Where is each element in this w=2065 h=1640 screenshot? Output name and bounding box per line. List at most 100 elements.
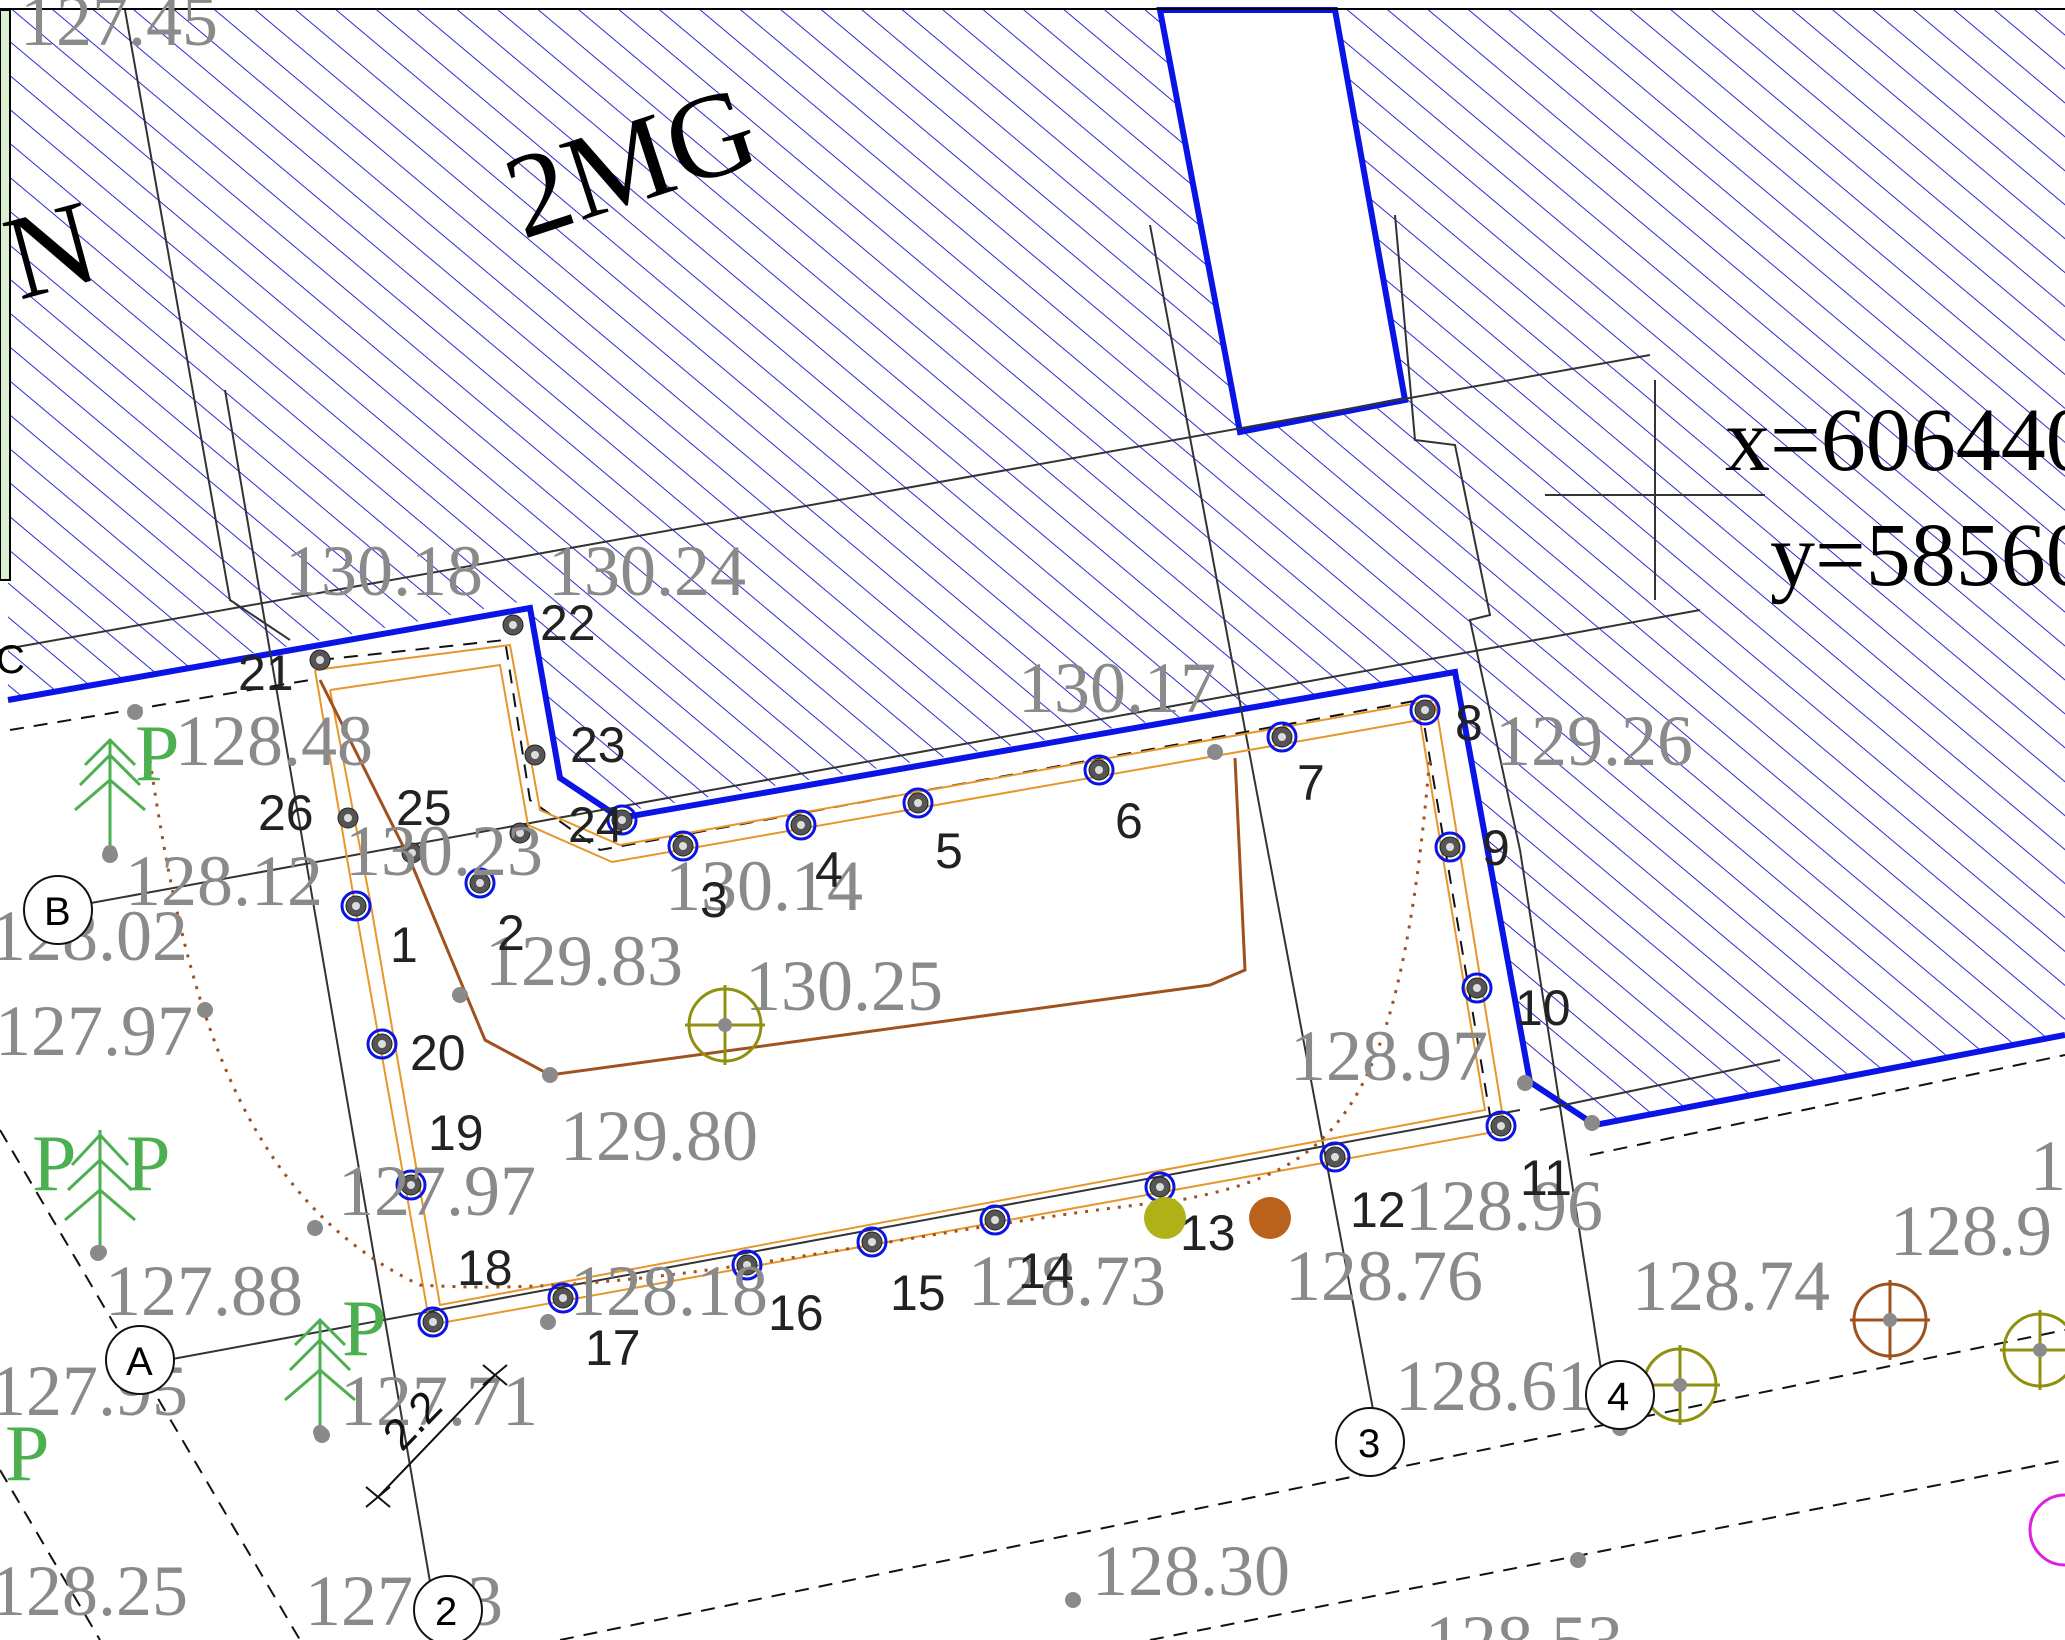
survey-point [547,1282,579,1314]
elevation-label: 129.83 [485,921,683,1001]
point-number-label: 9 [1482,820,1510,876]
point-number-label: 8 [1455,695,1483,751]
elevation-label: 128.74 [1632,1246,1830,1326]
brown-marker [1249,1197,1291,1239]
elevation-label: 128.53 [1425,1601,1623,1640]
elevation-labels: 130.18 130.24128.48130.23128.12128.02127.… [0,531,2065,1640]
elevation-label: 129.80 [560,1096,758,1176]
survey-point [856,1226,888,1258]
elevation-label: 127.97 [338,1151,536,1231]
coordinate-y: y=58560 [1770,506,2065,605]
point-number-label: 21 [238,645,294,701]
survey-point [1461,972,1493,1004]
tree-label: P [5,1410,50,1498]
survey-point [731,1249,763,1281]
survey-point [979,1204,1011,1236]
point-number-label: 2 [497,905,525,961]
survey-point [366,1028,398,1060]
axis-label-3: 3 [1358,1422,1380,1466]
survey-point [502,614,524,636]
survey-point [902,787,934,819]
point-number-label: 18 [457,1240,513,1296]
axis-label-2: 2 [435,1590,457,1634]
elevation-label: 128.43 [2030,1126,2065,1206]
tree-symbols [64,737,356,1439]
survey-point [395,1169,427,1201]
survey-point [337,807,359,829]
point-number-label: 6 [1115,793,1143,849]
elevation-label: 130.23 [345,811,543,891]
survey-point [606,804,638,836]
point-number-label: 20 [410,1025,466,1081]
point-number-label: 13 [1180,1205,1236,1261]
elevation-label: 127.97 [0,991,193,1071]
point-number-label: 12 [1350,1182,1406,1238]
point-number-label: 25 [396,780,452,836]
left-legend-strip [0,9,11,581]
point-number-label: 19 [428,1105,484,1161]
elevation-label: 127.71 [340,1361,538,1441]
tree-label: P [342,1285,387,1373]
point-number-label: 22 [540,595,596,651]
survey-point [509,822,531,844]
point-number-label: 5 [935,823,963,879]
dimension-marker [365,1364,508,1508]
point-number-label: 1 [390,917,418,973]
elevation-label: 128.76 [1285,1236,1483,1316]
hatched-parcel [8,10,2065,1125]
olive-marker [1144,1197,1186,1239]
property-boundary [7,604,2065,1129]
cadastre-lines [0,9,1781,1640]
survey-point [1144,1171,1176,1203]
elevation-label: 128.18 [570,1251,768,1331]
survey-point [524,744,546,766]
axis-label-a: A [126,1340,153,1384]
point-number-label: 23 [570,717,626,773]
survey-point [1083,754,1115,786]
tree-label: P [126,1120,171,1208]
survey-point [464,867,496,899]
elevation-label: 130.25 [745,946,943,1026]
survey-point [401,842,423,864]
survey-point [417,1306,449,1338]
survey-point [785,809,817,841]
point-number-label: 26 [258,785,314,841]
elevation-label: 128.30 [1092,1531,1290,1611]
survey-point [309,649,331,671]
survey-point [667,830,699,862]
point-number-label: 10 [1515,980,1571,1036]
survey-point [340,890,372,922]
axis-bubbles [23,875,1655,1640]
survey-point [1266,721,1298,753]
elevation-label: 130.18 [285,531,483,611]
point-number-label: 24 [568,797,624,853]
point-number-label: 4 [815,842,843,898]
elevation-label: 129.26 [1495,701,1693,781]
elevation-label: 130.24 [548,531,746,611]
axis-label-b: B [44,890,71,934]
survey-point [1434,831,1466,863]
point-number-label: 3 [700,872,728,928]
top-left-partial-elevation: 127.45 [20,0,218,61]
point-number-label: 16 [768,1285,824,1341]
tree-label: P [135,710,180,798]
elevation-label: 128.61 [1395,1346,1593,1426]
point-number-label: 15 [890,1265,946,1321]
tree-label: P [32,1120,77,1208]
elevation-label: 128.97 [1290,1016,1488,1096]
elevation-label: 128.96 [1405,1166,1603,1246]
elevation-label: 128.73 [968,1241,1166,1321]
measured-dots [90,704,1628,1608]
point-number-label: 14 [1018,1243,1074,1299]
point-number-label: 7 [1297,755,1325,811]
point-number-label: 11 [1520,1150,1572,1206]
elevation-label: 128.48 [175,701,373,781]
axis-label-4: 4 [1607,1375,1629,1419]
elevation-label: 128.12 [125,841,323,921]
elevation-label: 130.17 [1018,648,1216,728]
survey-point [1319,1141,1351,1173]
elevation-label: 130.14 [665,846,863,926]
survey-point [1409,694,1441,726]
point-number-label: 17 [585,1320,641,1376]
